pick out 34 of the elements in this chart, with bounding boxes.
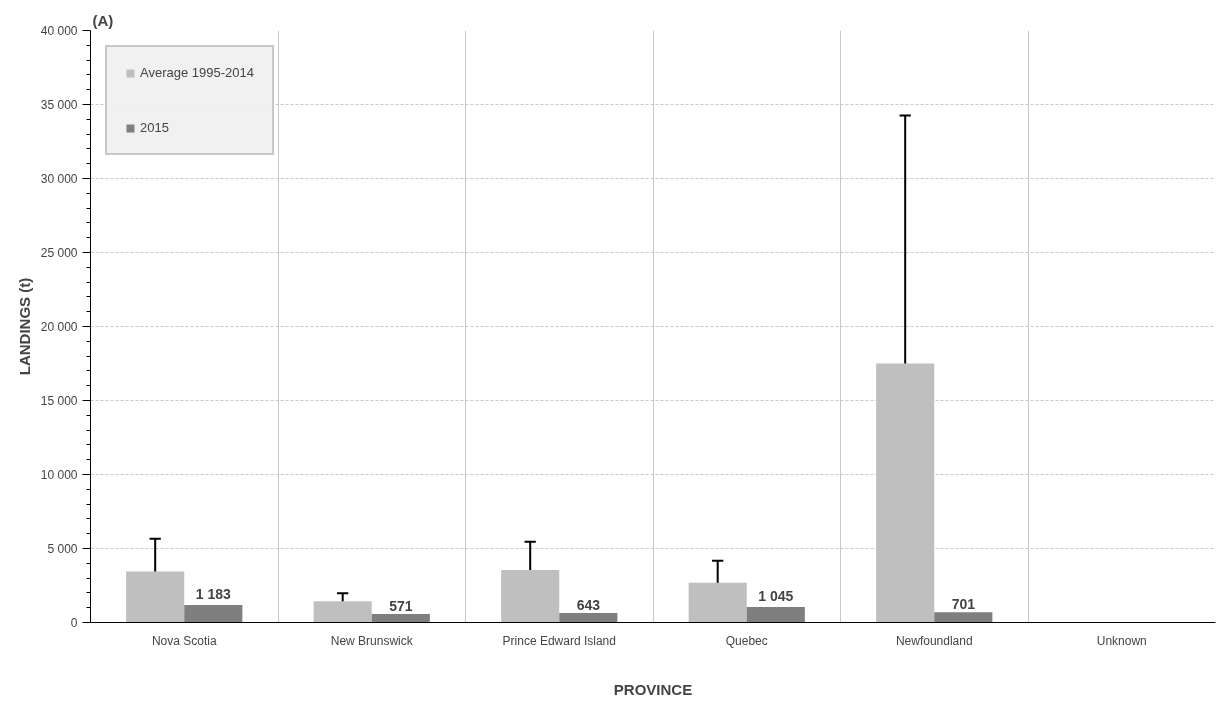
y-tick-label: 5 000	[47, 541, 78, 556]
y-tick-label: 20 000	[40, 319, 78, 334]
legend-label: Average 1995-2014	[140, 65, 254, 80]
data-label: 643	[576, 596, 601, 613]
bar	[184, 604, 243, 623]
bar	[934, 612, 993, 623]
y-tick-label: 25 000	[40, 245, 78, 260]
y-tick-label: 0	[70, 615, 78, 630]
x-tick-label: Newfoundland	[895, 633, 973, 648]
bar	[559, 612, 618, 623]
bar	[746, 607, 805, 623]
x-tick-label: Prince Edward Island	[502, 633, 616, 648]
y-axis-title: LANDINGS (t)	[15, 277, 33, 376]
data-label: 1 183	[195, 585, 232, 602]
bar	[688, 582, 747, 623]
data-label: 701	[951, 596, 976, 613]
x-tick-label: Nova Scotia	[151, 633, 217, 648]
data-label: 571	[389, 598, 413, 615]
legend-label: 2015	[140, 120, 169, 135]
y-tick-label: 30 000	[40, 171, 78, 186]
bar	[371, 614, 430, 623]
y-tick-label: 35 000	[40, 97, 78, 112]
bar	[126, 571, 185, 623]
bar	[501, 570, 560, 623]
bar	[313, 601, 372, 623]
data-label: 1 045	[758, 588, 794, 605]
x-tick-label: Quebec	[725, 633, 768, 648]
y-tick-label: 40 000	[40, 23, 78, 38]
text: (A)	[92, 11, 114, 29]
x-tick-label: Unknown	[1096, 633, 1147, 648]
x-tick-label: New Brunswick	[330, 633, 414, 648]
y-tick-label: 15 000	[40, 393, 78, 408]
x-axis-title: PROVINCE	[613, 680, 693, 698]
y-tick-label: 10 000	[40, 467, 78, 482]
